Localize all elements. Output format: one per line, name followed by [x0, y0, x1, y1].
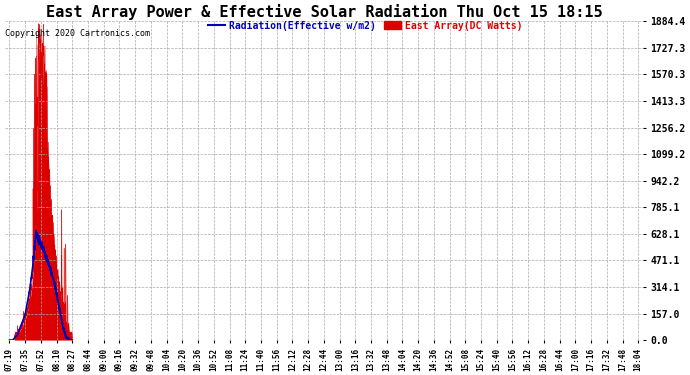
Legend: Radiation(Effective w/m2), East Array(DC Watts): Radiation(Effective w/m2), East Array(DC… — [204, 16, 526, 34]
Text: Copyright 2020 Cartronics.com: Copyright 2020 Cartronics.com — [6, 29, 150, 38]
Title: East Array Power & Effective Solar Radiation Thu Oct 15 18:15: East Array Power & Effective Solar Radia… — [46, 4, 602, 20]
